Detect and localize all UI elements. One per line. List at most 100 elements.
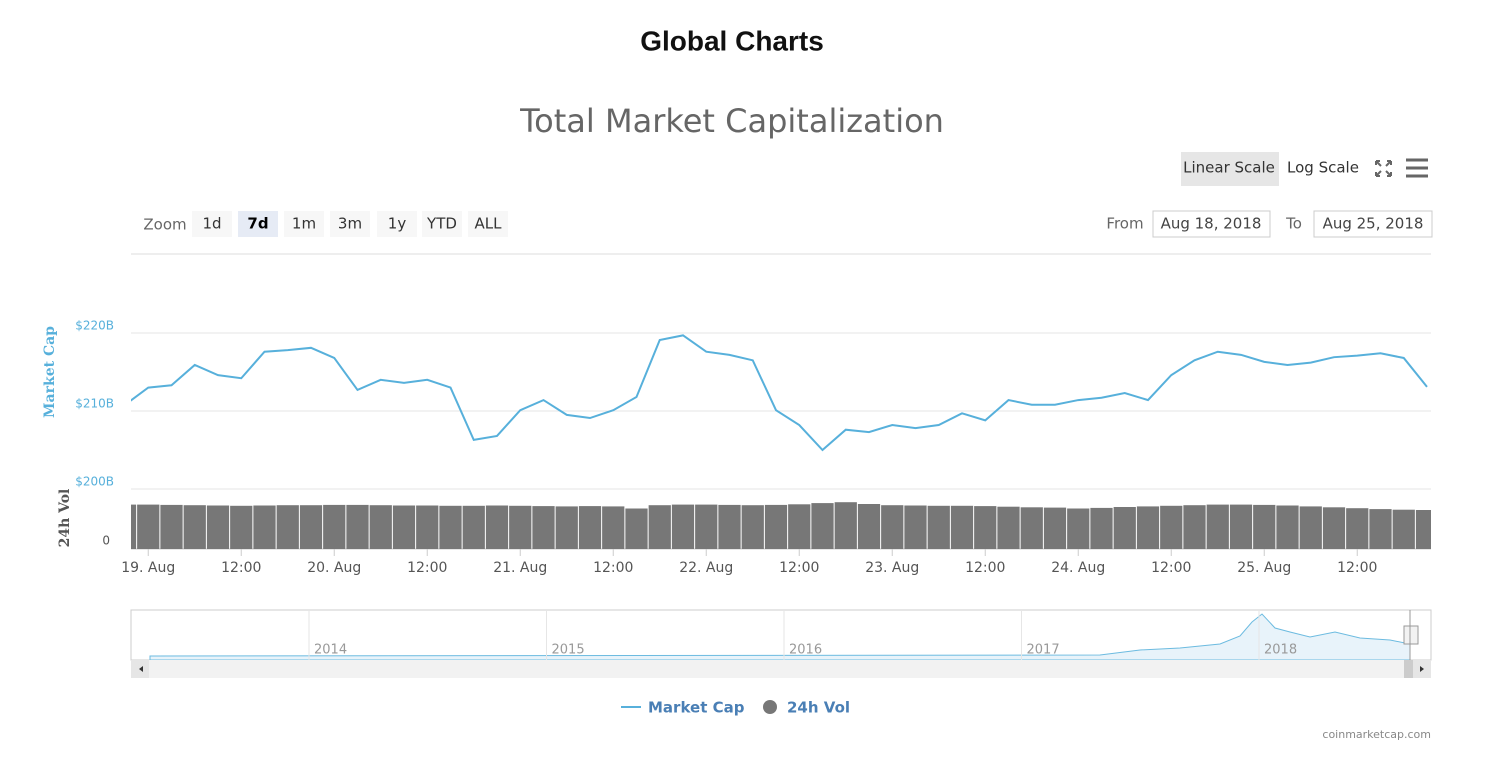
x-tick-label: 23. Aug xyxy=(865,560,919,576)
volume-bar xyxy=(625,508,648,549)
zoom-button-bg xyxy=(468,211,508,237)
volume-bar xyxy=(811,503,834,549)
volume-bar xyxy=(276,505,299,549)
zoom-button-bg xyxy=(330,211,370,237)
volume-bar xyxy=(532,506,555,549)
y-axis-title: Market Cap xyxy=(42,326,58,418)
zoom-label: Zoom xyxy=(143,216,186,234)
scale-button[interactable]: Linear Scale xyxy=(1183,159,1275,177)
scale-button-bg xyxy=(1181,152,1279,186)
x-tick-label: 12:00 xyxy=(221,560,261,576)
volume-bar xyxy=(1276,505,1299,549)
volume-bar xyxy=(1090,507,1113,549)
x-tick-label: 22. Aug xyxy=(679,560,733,576)
volume-bar xyxy=(392,505,416,549)
volume-bar xyxy=(950,505,974,549)
volume-bar xyxy=(346,504,369,549)
volume-bar xyxy=(1067,508,1090,549)
page-title: Global Charts xyxy=(640,25,824,56)
from-input[interactable]: Aug 18, 2018 xyxy=(1161,215,1262,233)
x-tick-label: 25. Aug xyxy=(1237,560,1291,576)
volume-bar xyxy=(764,504,788,549)
zoom-button[interactable]: 7d xyxy=(247,215,268,233)
volume-bar xyxy=(253,505,276,549)
volume-bar xyxy=(555,506,578,549)
volume-bar xyxy=(462,505,485,549)
volume-bar xyxy=(974,506,997,549)
volume-bar xyxy=(1206,504,1229,549)
scale-button[interactable]: Log Scale xyxy=(1287,159,1359,177)
navigator-label: 2016 xyxy=(789,643,822,658)
chart-title: Total Market Capitalization xyxy=(519,102,944,140)
menu-icon[interactable] xyxy=(1406,158,1428,178)
zoom-button-bg xyxy=(422,211,462,237)
zoom-button[interactable]: 3m xyxy=(338,215,362,233)
x-tick-label: 12:00 xyxy=(1151,560,1191,576)
navigator-label: 2015 xyxy=(552,643,585,658)
y2-tick-label: 0 xyxy=(102,534,110,548)
volume-bar xyxy=(718,504,741,549)
legend-label[interactable]: 24h Vol xyxy=(787,699,850,717)
zoom-button[interactable]: ALL xyxy=(475,215,503,233)
x-tick-label: 19. Aug xyxy=(121,560,175,576)
y-tick-label: $220B xyxy=(75,319,114,333)
volume-bar xyxy=(160,504,183,549)
volume-bar xyxy=(741,505,764,549)
x-tick-label: 12:00 xyxy=(1337,560,1377,576)
y-tick-label: $210B xyxy=(75,397,114,411)
volume-bar xyxy=(323,504,346,549)
volume-bar xyxy=(648,505,671,549)
to-label: To xyxy=(1285,215,1302,233)
volume-bar xyxy=(485,505,509,549)
volume-bar xyxy=(1322,507,1346,549)
zoom-button[interactable]: YTD xyxy=(426,215,457,233)
volume-bar xyxy=(509,505,532,549)
scroll-left-arrow xyxy=(139,666,143,672)
zoom-button[interactable]: 1y xyxy=(388,215,407,233)
volume-bar xyxy=(1369,509,1392,549)
volume-bar xyxy=(1113,507,1136,549)
zoom-button-bg xyxy=(192,211,232,237)
volume-bar xyxy=(1043,507,1067,549)
volume-bar xyxy=(578,506,602,549)
volume-bar xyxy=(857,504,881,549)
volume-bar xyxy=(881,505,904,549)
from-label: From xyxy=(1106,215,1143,233)
volume-bar xyxy=(206,505,230,549)
volume-bar xyxy=(1299,506,1322,549)
zoom-button-bg xyxy=(284,211,324,237)
volume-bar xyxy=(1183,505,1206,549)
navigator-handle[interactable] xyxy=(1403,625,1419,645)
volume-bar xyxy=(671,504,695,549)
volume-bar xyxy=(1392,509,1415,549)
fullscreen-icon[interactable] xyxy=(1375,160,1392,177)
volume-bar xyxy=(1136,506,1160,549)
y-tick-label: $200B xyxy=(75,475,114,489)
volume-bar xyxy=(1160,505,1183,549)
to-input[interactable]: Aug 25, 2018 xyxy=(1323,215,1424,233)
x-tick-label: 12:00 xyxy=(779,560,819,576)
volume-bar xyxy=(369,505,392,549)
volume-bar xyxy=(131,504,137,549)
volume-bar xyxy=(997,506,1020,549)
volume-bar xyxy=(788,504,811,549)
zoom-button[interactable]: 1d xyxy=(202,215,221,233)
volume-bar xyxy=(1020,507,1043,549)
volume-bar xyxy=(230,505,253,549)
zoom-button-bg xyxy=(377,211,417,237)
x-tick-label: 21. Aug xyxy=(493,560,547,576)
credit[interactable]: coinmarketcap.com xyxy=(1322,728,1431,741)
volume-bar xyxy=(834,502,857,549)
legend-label[interactable]: Market Cap xyxy=(648,699,745,717)
volume-bar xyxy=(927,505,950,549)
volume-bar xyxy=(1415,510,1431,549)
scrollbar-thumb[interactable] xyxy=(1404,660,1414,678)
market-cap-line xyxy=(131,334,1428,452)
y2-axis-title: 24h Vol xyxy=(57,489,73,548)
scrollbar[interactable] xyxy=(131,660,1431,678)
navigator-label: 2018 xyxy=(1264,643,1297,658)
zoom-button[interactable]: 1m xyxy=(292,215,316,233)
scroll-right-arrow xyxy=(1420,666,1424,672)
volume-bar xyxy=(1229,504,1253,549)
